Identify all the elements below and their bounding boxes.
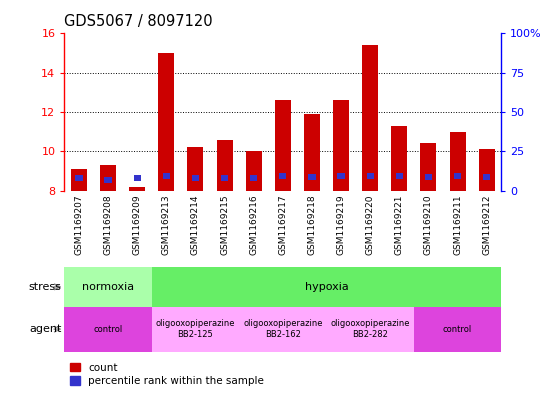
Bar (326, 307, 414, 352)
Text: GSM1169215: GSM1169215 (220, 195, 229, 255)
Text: stress: stress (29, 282, 62, 292)
Text: control: control (94, 325, 123, 334)
Bar (64, 307, 152, 352)
Text: normoxia: normoxia (82, 282, 134, 292)
Text: oligooxopiperazine
BB2-282: oligooxopiperazine BB2-282 (330, 320, 410, 339)
Bar (129, 187, 145, 191)
Bar (221, 175, 228, 181)
Bar (362, 45, 378, 191)
Text: GSM1169213: GSM1169213 (162, 195, 171, 255)
Text: GSM1169219: GSM1169219 (337, 195, 346, 255)
Bar (246, 151, 262, 191)
Bar (152, 307, 239, 352)
Bar (333, 100, 349, 191)
Bar (275, 100, 291, 191)
Bar (163, 173, 170, 179)
Bar (425, 174, 432, 180)
Text: GSM1169220: GSM1169220 (366, 195, 375, 255)
Bar (76, 175, 82, 181)
Bar (304, 114, 320, 191)
Text: hypoxia: hypoxia (305, 282, 348, 292)
Text: GSM1169212: GSM1169212 (482, 195, 491, 255)
Bar (279, 173, 286, 179)
Legend: count, percentile rank within the sample: count, percentile rank within the sample (69, 363, 264, 386)
Text: GSM1169208: GSM1169208 (104, 195, 113, 255)
Bar (450, 132, 465, 191)
Text: GSM1169210: GSM1169210 (424, 195, 433, 255)
Bar (454, 173, 461, 179)
Text: GSM1169218: GSM1169218 (307, 195, 316, 255)
Bar (217, 140, 232, 191)
Text: oligooxopiperazine
BB2-125: oligooxopiperazine BB2-125 (156, 320, 235, 339)
Bar (309, 174, 315, 180)
Bar (105, 177, 111, 183)
Bar (152, 267, 501, 307)
Text: GSM1169207: GSM1169207 (74, 195, 83, 255)
Bar (421, 143, 436, 191)
Bar (338, 173, 344, 179)
Bar (483, 174, 490, 180)
Bar (391, 126, 407, 191)
Bar (100, 165, 116, 191)
Text: GDS5067 / 8097120: GDS5067 / 8097120 (64, 15, 213, 29)
Text: oligooxopiperazine
BB2-162: oligooxopiperazine BB2-162 (243, 320, 323, 339)
Text: GSM1169209: GSM1169209 (133, 195, 142, 255)
Bar (239, 307, 326, 352)
Text: GSM1169214: GSM1169214 (191, 195, 200, 255)
Bar (71, 169, 87, 191)
Text: control: control (443, 325, 472, 334)
Bar (250, 175, 257, 181)
Text: GSM1169211: GSM1169211 (453, 195, 462, 255)
Text: GSM1169221: GSM1169221 (395, 195, 404, 255)
Bar (479, 149, 494, 191)
Text: agent: agent (29, 324, 62, 334)
Bar (188, 147, 203, 191)
Text: GSM1169216: GSM1169216 (249, 195, 258, 255)
Text: GSM1169217: GSM1169217 (278, 195, 287, 255)
Bar (64, 267, 152, 307)
Bar (134, 175, 141, 181)
Bar (192, 175, 199, 181)
Bar (414, 307, 501, 352)
Bar (367, 173, 374, 179)
Bar (396, 173, 403, 179)
Bar (158, 53, 174, 191)
